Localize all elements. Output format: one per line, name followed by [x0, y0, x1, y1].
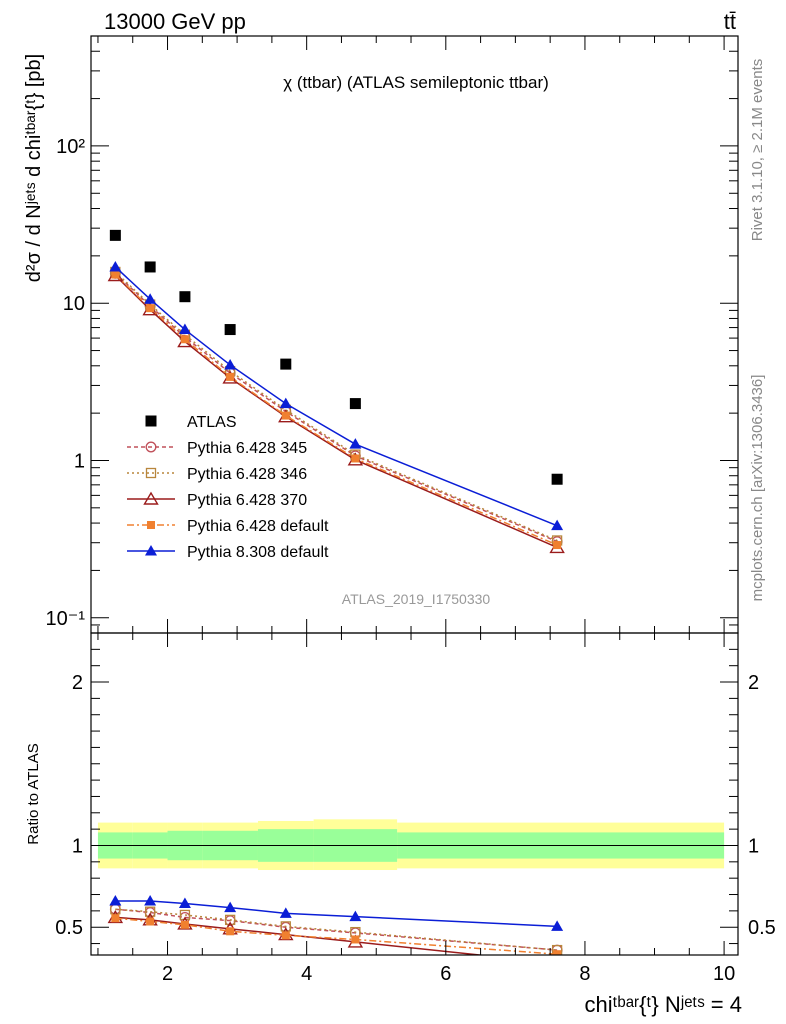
- ratio-point-pythia-6-428-default-5: [351, 935, 360, 944]
- legend-entry-pythia-6-428-345: Pythia 6.428 345: [127, 440, 307, 457]
- main-point-pythia-6-428-default-5: [351, 454, 360, 463]
- x-tick-label-3: 8: [579, 963, 590, 985]
- legend-marker-pythia-6-428-default: [147, 521, 155, 529]
- ratio-y-tick-label-right-0: 0.5: [748, 917, 776, 939]
- ratio-point-pythia-8-308-default-6: [551, 920, 564, 931]
- ratio-point-pythia-6-428-default-4: [281, 931, 290, 940]
- ratio-point-pythia-6-428-default-3: [226, 927, 235, 936]
- legend-label-pythia-6-428-370: Pythia 6.428 370: [187, 492, 307, 509]
- ratio-group-pythia-6-428-345: [109, 903, 563, 955]
- ratio-group-pythia-8-308-default: [109, 895, 564, 931]
- site-label: mcplots.cern.ch [arXiv:1306.3436]: [749, 375, 766, 602]
- plot-title: χ (ttbar) (ATLAS semileptonic ttbar): [283, 73, 549, 92]
- legend-entry-pythia-6-428-346: Pythia 6.428 346: [127, 466, 307, 483]
- main-point-pythia-8-308-default-3: [224, 358, 237, 370]
- ratio-y-tick-label-left-2: 2: [72, 672, 83, 694]
- main-point-pythia-8-308-default-4: [279, 397, 292, 409]
- x-tick-label-0: 2: [162, 963, 173, 985]
- legend-marker-pythia-6-428-346: [145, 467, 157, 479]
- ratio-point-pythia-8-308-default-5: [349, 910, 362, 922]
- main-line-pythia-6-428-370: [114, 274, 558, 549]
- legend-entry-atlas: ATLAS: [145, 414, 237, 431]
- legend-marker-pythia-6-428-345: [145, 441, 157, 453]
- ratio-point-pythia-6-428-346-1: [144, 906, 156, 917]
- main-panel-series: [107, 229, 565, 554]
- legend-entry-pythia-6-428-default: Pythia 6.428 default: [127, 518, 329, 535]
- axis-ticks: 2 4 6 8 10 10⁻¹ 1 10 10² 0.5 0.5 1 1 2 2: [46, 35, 776, 985]
- legend-label-atlas: ATLAS: [187, 414, 237, 431]
- ratio-line-pythia-6-428-345: [115, 908, 558, 951]
- ratio-y-tick-label-right-1: 1: [748, 835, 759, 857]
- ratio-point-pythia-6-428-346-4: [280, 921, 291, 932]
- legend-entry-pythia-6-428-370: Pythia 6.428 370: [127, 491, 307, 509]
- ratio-point-pythia-6-428-346-2: [179, 909, 191, 921]
- main-line-pythia-6-428-345: [114, 272, 558, 543]
- ratio-panel-series: [107, 895, 564, 955]
- main-point-atlas-5: [349, 398, 361, 410]
- x-axis-label: chiᵗᵇᵃʳ{ᵗ} Nʲᵉᵗˢ = 4: [584, 992, 742, 1017]
- ratio-point-pythia-8-308-default-2: [178, 897, 191, 909]
- x-tick-label-1: 4: [301, 963, 312, 985]
- main-point-atlas-4: [280, 358, 292, 370]
- main-point-pythia-8-308-default-6: [551, 519, 564, 531]
- legend-marker-pythia-6-428-370: [143, 491, 159, 505]
- main-point-pythia-6-428-default-4: [281, 411, 290, 420]
- main-point-pythia-6-428-default-6: [553, 541, 562, 550]
- ratio-group-pythia-6-428-346: [110, 904, 563, 955]
- main-point-atlas-0: [109, 229, 121, 241]
- ratio-y-tick-label-left-0: 0.5: [55, 917, 83, 939]
- main-point-atlas-2: [179, 291, 191, 303]
- main-point-atlas-6: [551, 473, 563, 485]
- legend-marker-pythia-8-308-default: [145, 545, 157, 556]
- ratio-point-pythia-8-308-default-1: [144, 895, 157, 906]
- rivet-label: Rivet 3.1.10, ≥ 2.1M events: [749, 59, 766, 242]
- main-line-pythia-6-428-default: [114, 274, 558, 546]
- main-point-pythia-8-308-default-5: [349, 438, 362, 449]
- ratio-point-pythia-6-428-default-6: [553, 950, 562, 955]
- legend-label-pythia-6-428-345: Pythia 6.428 345: [187, 440, 307, 457]
- ratio-point-pythia-6-428-default-1: [146, 917, 155, 926]
- main-point-atlas-3: [224, 324, 236, 336]
- main-point-pythia-8-308-default-1: [144, 293, 157, 304]
- analysis-id: ATLAS_2019_I1750330: [342, 591, 491, 607]
- main-line-pythia-6-428-346: [114, 271, 558, 542]
- main-y-tick-label-3: 10²: [56, 136, 85, 158]
- main-point-pythia-6-428-default-3: [226, 372, 235, 381]
- ratio-point-pythia-8-308-default-0: [109, 895, 122, 906]
- ratio-point-pythia-8-308-default-3: [224, 901, 237, 913]
- main-y-tick-label-0: 10⁻¹: [46, 608, 86, 630]
- main-y-tick-label-1: 1: [74, 450, 85, 472]
- legend-label-pythia-8-308-default: Pythia 8.308 default: [187, 544, 329, 561]
- process-label: tt̄: [724, 9, 736, 34]
- ratio-panel-frame: [90, 632, 739, 956]
- main-point-pythia-6-428-default-2: [180, 335, 189, 344]
- main-point-pythia-8-308-default-0: [109, 260, 122, 272]
- x-tick-label-4: 10: [713, 963, 735, 985]
- ratio-line-pythia-6-428-346: [115, 908, 558, 951]
- main-y-tick-label-2: 10: [63, 293, 85, 315]
- legend-label-pythia-6-428-346: Pythia 6.428 346: [187, 466, 307, 483]
- main-point-atlas-1: [144, 261, 156, 273]
- main-line-pythia-8-308-default: [114, 266, 558, 527]
- main-y-axis-label: d²σ / d Nʲᵉᵗˢ d chiᵗᵇᵃʳ{ᵗ} [pb]: [23, 54, 45, 282]
- ratio-y-axis-label: Ratio to ATLAS: [25, 743, 42, 844]
- energy-label: 13000 GeV pp: [104, 9, 246, 34]
- ratio-point-pythia-6-428-default-0: [111, 914, 120, 923]
- ratio-y-tick-label-right-2: 2: [748, 672, 759, 694]
- legend-marker-atlas: [145, 415, 157, 427]
- ratio-point-pythia-8-308-default-4: [279, 907, 292, 918]
- ratio-point-pythia-6-428-346-3: [224, 914, 236, 926]
- ratio-uncertainty-bands: [97, 819, 725, 871]
- legend: ATLAS Pythia 6.428 345 Pythia 6.428 346 Pyt…: [127, 414, 329, 561]
- main-point-pythia-6-428-default-0: [111, 270, 120, 279]
- main-point-pythia-6-428-default-1: [146, 304, 155, 313]
- ratio-group-pythia-6-428-default: [111, 914, 562, 955]
- main-point-pythia-8-308-default-2: [178, 323, 191, 335]
- legend-label-pythia-6-428-default: Pythia 6.428 default: [187, 518, 329, 535]
- x-tick-label-2: 6: [440, 963, 451, 985]
- ratio-point-pythia-6-428-default-2: [180, 920, 189, 929]
- legend-entry-pythia-8-308-default: Pythia 8.308 default: [127, 544, 329, 561]
- ratio-y-tick-label-left-1: 1: [72, 835, 83, 857]
